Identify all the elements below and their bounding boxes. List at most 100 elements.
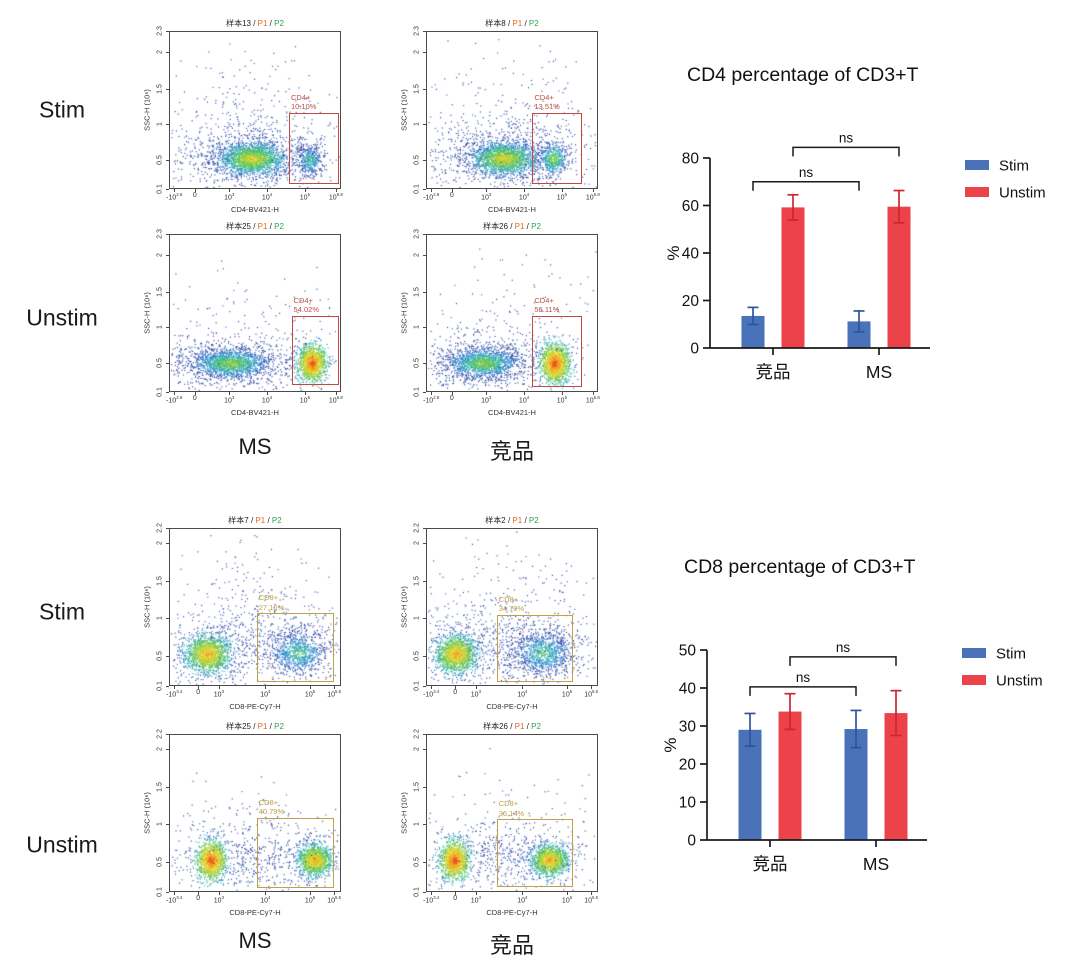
y-tick-label: 2.3	[413, 26, 421, 36]
x-tick-exponent: 5.5	[591, 895, 599, 900]
y-tick-mark	[166, 124, 169, 126]
x-axis-label: CD4-BV421-H	[488, 205, 536, 214]
x-tick-label: 103	[224, 192, 235, 202]
y-tick-label: 2	[156, 541, 164, 545]
y-tick-mark	[166, 618, 169, 620]
y-axis-label: SSC-H (10⁶)	[142, 586, 152, 628]
y-tick-mark	[166, 255, 169, 257]
title-separator: /	[248, 516, 256, 525]
x-category-label: MS	[866, 362, 892, 382]
y-tick-mark	[423, 327, 426, 329]
x-tick-exponent: 5	[307, 192, 310, 197]
x-tick-label: 103	[470, 895, 481, 905]
scatter-canvas	[427, 235, 597, 391]
x-tick-mark	[218, 892, 220, 895]
scatter-canvas	[170, 529, 340, 685]
y-tick-label: 2	[156, 747, 164, 751]
flow-plot-cd4-1: 样本8 / P1 / P2 SSC-H (10⁶) 2.3 2 1.5 1 0.5 0.1 CD…	[384, 17, 644, 222]
title-separator: /	[507, 722, 515, 731]
gate-p1-label: P1	[512, 19, 523, 28]
x-tick-label: 105.8	[585, 192, 600, 202]
gate-percentage: 40.79%	[258, 807, 285, 817]
x-tick-exponent: 5	[312, 895, 316, 900]
x-tick-label: 104	[260, 895, 271, 905]
y-tick-label: 1	[156, 325, 164, 330]
significance-label: ns	[799, 165, 814, 180]
significance-label: ns	[839, 130, 854, 145]
bar-unstim-1	[887, 206, 911, 348]
x-tick-label: 0	[192, 395, 197, 402]
x-tick-label: 105.5	[327, 689, 342, 699]
x-tick-mark	[592, 189, 594, 192]
y-tick-mark	[423, 31, 426, 32]
y-tick-label: 2	[156, 253, 164, 258]
scatter-canvas	[170, 235, 340, 391]
gate-box	[496, 614, 574, 683]
x-tick-mark	[174, 892, 176, 895]
y-tick-label: 2	[156, 50, 164, 55]
x-tick-label: 105	[561, 689, 573, 699]
x-tick-mark	[451, 392, 453, 395]
y-tick-mark	[166, 528, 169, 529]
x-axis-label: CD4-BV421-H	[231, 408, 279, 417]
gate-p2-label: P2	[531, 222, 541, 231]
y-tick-label: 0.5	[156, 857, 164, 867]
y-tick-label: 2	[413, 747, 421, 751]
gate-label: CD8+ 27.10%	[259, 593, 284, 612]
bar-unstim-0	[778, 711, 802, 840]
x-tick-label: 103	[481, 192, 492, 202]
x-tick-exponent: 4	[526, 395, 530, 400]
x-tick-label: 103	[224, 395, 235, 405]
y-tick-label: 20	[682, 293, 700, 310]
title-separator: /	[507, 222, 515, 231]
gate-name: CD8+	[498, 594, 519, 604]
y-tick-label: 0.1	[413, 887, 421, 897]
x-tick-label: 104	[517, 895, 528, 905]
chart-title: CD8 percentage of CD3+T	[684, 556, 915, 578]
gate-p1-label: P1	[514, 722, 525, 731]
gate-label: CD4+ 56.11%	[534, 296, 559, 315]
scatter-canvas	[427, 735, 597, 891]
title-separator: /	[250, 722, 258, 731]
x-axis-label: CD8-PE-Cy7-H	[229, 702, 281, 711]
y-tick-label: 2	[413, 253, 421, 258]
title-separator: /	[250, 19, 258, 28]
y-tick-mark	[423, 392, 426, 393]
x-tick-label: 104	[260, 689, 271, 699]
gate-box	[256, 817, 335, 889]
gate-name: CD8+	[498, 799, 519, 809]
x-axis-label: CD8-PE-Cy7-H	[486, 702, 538, 711]
gate-p2-label: P2	[274, 19, 284, 28]
y-tick-label: 1.5	[413, 83, 421, 94]
y-tick-mark	[423, 892, 426, 893]
gate-percentage: 10.10%	[291, 102, 317, 112]
y-axis-label: SSC-H (10⁶)	[142, 292, 152, 334]
y-tick-mark	[166, 580, 169, 582]
y-axis-label: SSC-H (10⁶)	[142, 89, 152, 131]
x-category-label: MS	[863, 854, 889, 874]
bar-stim-1	[847, 321, 871, 348]
x-tick-mark	[561, 189, 563, 192]
bar-chart-cd4: 0 20 40 60 80 竞品 MS ns ns Stim Unstim CD4 percentag…	[664, 48, 1080, 398]
x-tick-exponent: 4	[525, 689, 528, 694]
flow-plot-cd4-2: 样本25 / P1 / P2 SSC-H (10⁶) 2.3 2 1.5 1 0.5 0.1 C…	[127, 220, 387, 425]
y-tick-label: 0.5	[413, 155, 421, 166]
y-tick-label: 1	[413, 325, 421, 330]
sample-name: 样本2	[485, 516, 506, 525]
y-tick-mark	[423, 655, 426, 657]
y-tick-label: 0.5	[156, 358, 164, 369]
x-tick-exponent: 4	[525, 895, 528, 900]
y-tick-mark	[423, 291, 426, 293]
y-axis-label: SSC-H (10⁶)	[399, 586, 409, 628]
x-tick-exponent: 2.8	[176, 395, 183, 400]
y-tick-label: 2.2	[156, 523, 164, 533]
gate-box	[532, 113, 582, 184]
bar-chart-cd8: 0 10 20 30 40 50 竞品 MS ns ns Stim Unstim CD8 percent…	[661, 540, 1077, 890]
x-tick-label: 105.5	[584, 689, 599, 699]
x-axis-label: CD4-BV421-H	[231, 205, 279, 214]
y-tick-mark	[423, 363, 426, 365]
x-tick-exponent: 4	[268, 689, 271, 694]
x-tick-exponent: 2.8	[176, 192, 183, 197]
x-tick-mark	[561, 392, 563, 395]
x-tick-label: 105.8	[585, 395, 600, 405]
